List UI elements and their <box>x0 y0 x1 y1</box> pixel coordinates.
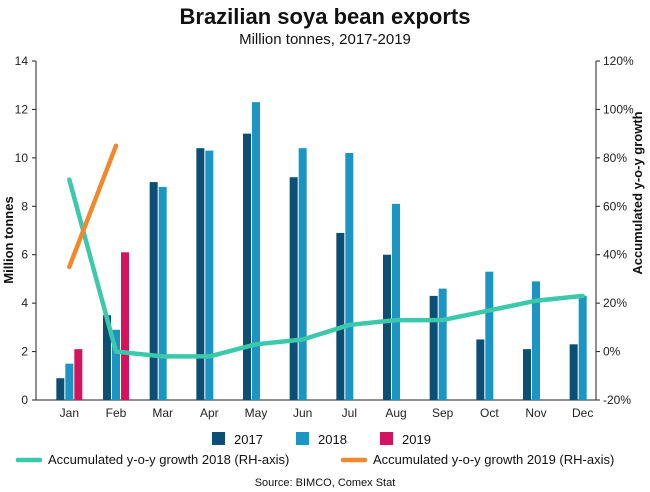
y-tick-label-left: 2 <box>21 345 28 359</box>
bar-2017 <box>569 344 578 400</box>
bar-2019 <box>121 252 129 400</box>
y-tick-label-right: 100% <box>603 102 634 116</box>
bar-2017 <box>383 254 391 400</box>
bar-2019 <box>74 349 83 400</box>
plot-area: 0 2 4 6 8 10 12 14 -20% 0% 20% 40% 60% 80% 100% 120% Jan… <box>15 54 634 420</box>
y-tick-label-left: 4 <box>21 296 28 310</box>
legend-swatch-2017 <box>212 432 225 445</box>
y-tick-label-left: 8 <box>21 199 28 213</box>
y-tick-label-right: 0% <box>603 345 621 359</box>
y-tick-label-left: 0 <box>21 393 28 407</box>
bar-2017 <box>149 182 158 400</box>
legend-swatch-2018 <box>296 432 309 445</box>
bar-2018 <box>532 281 540 400</box>
line-series-2 <box>67 143 119 270</box>
y-tick-label-right: 120% <box>603 54 634 68</box>
x-tick-label: Jun <box>293 406 312 420</box>
y-tick-label-left: 12 <box>15 102 29 116</box>
bar-2017 <box>523 349 531 400</box>
bar-2018 <box>345 153 354 400</box>
bar-2017 <box>196 148 205 400</box>
y-tick-label-left: 10 <box>15 151 29 165</box>
line-series-1 <box>67 177 585 359</box>
bar-2017 <box>336 232 345 400</box>
x-tick-label: Jan <box>60 406 79 420</box>
bar-2018 <box>205 150 214 400</box>
x-tick-label: May <box>245 406 268 420</box>
bar-2018 <box>578 295 587 400</box>
bar-2018 <box>392 203 400 400</box>
bar-2018 <box>158 186 167 400</box>
legend-line-label-2: Accumulated y-o-y growth 2019 (RH-axis) <box>373 452 614 467</box>
x-tick-label: Sep <box>432 406 454 420</box>
legend-swatch-2019 <box>380 432 393 445</box>
bar-2018 <box>485 271 494 400</box>
x-tick-label: Nov <box>525 406 546 420</box>
bar-2017 <box>103 315 111 400</box>
y-tick-label-left: 6 <box>21 248 28 262</box>
bar-2017 <box>476 339 485 400</box>
legend-label-2019: 2019 <box>402 432 431 447</box>
legend: 2017 2018 2019 Accumulated y-o-y growth 201… <box>15 432 614 467</box>
legend-line-label-1: Accumulated y-o-y growth 2018 (RH-axis) <box>48 452 289 467</box>
x-tick-label: Mar <box>152 406 173 420</box>
x-tick-label: Dec <box>572 406 593 420</box>
bar-2017 <box>56 378 65 400</box>
chart-title: Brazilian soya bean exports <box>180 4 471 29</box>
bar-2017 <box>243 133 251 400</box>
chart-source: Source: BIMCO, Comex Stat <box>255 477 396 489</box>
bar-2018 <box>65 363 74 400</box>
y-tick-label-right: 40% <box>603 248 627 262</box>
x-tick-label: Aug <box>385 406 406 420</box>
chart-subtitle: Million tonnes, 2017-2019 <box>239 31 411 48</box>
y-tick-label-right: -20% <box>603 393 631 407</box>
bar-2018 <box>252 102 260 401</box>
bar-2017 <box>429 295 438 400</box>
y-tick-label-right: 20% <box>603 296 627 310</box>
legend-label-2018: 2018 <box>318 432 347 447</box>
bar-2018 <box>438 288 447 400</box>
x-tick-label: Feb <box>106 406 127 420</box>
y-tick-label-right: 60% <box>603 199 627 213</box>
y-tick-label-right: 80% <box>603 151 627 165</box>
x-tick-label: Oct <box>480 406 499 420</box>
bar-2017 <box>289 177 298 400</box>
x-tick-label: Jul <box>342 406 357 420</box>
bar-2018 <box>112 329 120 400</box>
x-tick-label: Apr <box>200 406 219 420</box>
y-axis-left-title: Million tonnes <box>1 196 16 283</box>
y-tick-label-left: 14 <box>15 54 29 68</box>
bar-2018 <box>298 148 307 400</box>
y-axis-right-title: Accumulated y-o-y growth <box>630 111 645 274</box>
legend-label-2017: 2017 <box>234 432 263 447</box>
